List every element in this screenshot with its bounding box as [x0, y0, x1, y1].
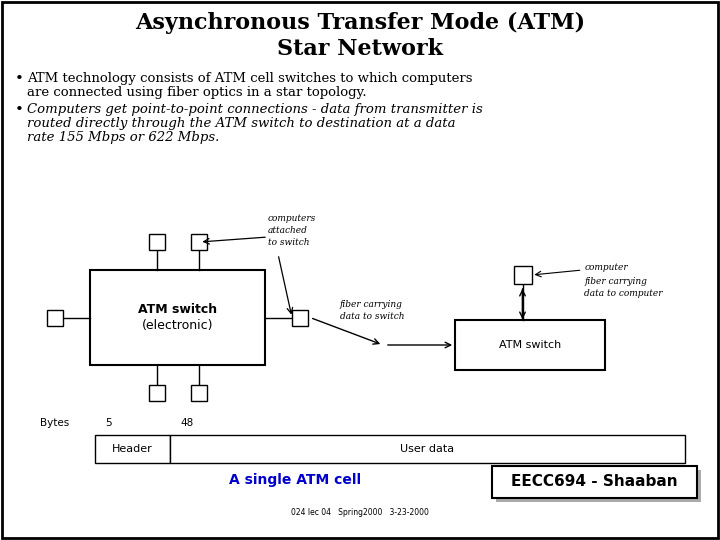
Text: Star Network: Star Network [277, 38, 443, 60]
Text: are connected using fiber optics in a star topology.: are connected using fiber optics in a st… [27, 86, 366, 99]
Text: computer: computer [585, 263, 628, 272]
Text: data to computer: data to computer [585, 289, 663, 298]
Bar [191, 234, 207, 250]
Text: Asynchronous Transfer Mode (ATM): Asynchronous Transfer Mode (ATM) [135, 12, 585, 34]
Text: 024 lec 04   Spring2000   3-23-2000: 024 lec 04 Spring2000 3-23-2000 [291, 508, 429, 517]
Text: •: • [15, 72, 24, 86]
Bar [170, 435, 685, 463]
Text: Computers get point-to-point connections - data from transmitter is: Computers get point-to-point connections… [27, 103, 482, 116]
Text: routed directly through the ATM switch to destination at a data: routed directly through the ATM switch t… [27, 117, 456, 130]
Text: 48: 48 [180, 418, 193, 428]
Bar [513, 266, 531, 284]
Text: ATM switch: ATM switch [499, 340, 561, 350]
Text: Bytes: Bytes [40, 418, 69, 428]
Bar [148, 234, 164, 250]
Text: attached: attached [268, 226, 308, 235]
Bar [90, 270, 265, 365]
Bar [496, 470, 701, 502]
Bar [455, 320, 605, 370]
Text: fiber carrying: fiber carrying [585, 277, 647, 286]
Bar [191, 385, 207, 401]
Text: rate 155 Mbps or 622 Mbps.: rate 155 Mbps or 622 Mbps. [27, 131, 220, 144]
Bar [292, 309, 308, 326]
Text: ATM switch: ATM switch [138, 303, 217, 316]
Bar [47, 309, 63, 326]
Bar [95, 435, 170, 463]
Text: 5: 5 [105, 418, 112, 428]
Text: (electronic): (electronic) [142, 319, 213, 332]
Text: Header: Header [112, 444, 153, 454]
Text: computers: computers [268, 214, 316, 223]
Text: ATM technology consists of ATM cell switches to which computers: ATM technology consists of ATM cell swit… [27, 72, 472, 85]
Text: fiber carrying: fiber carrying [340, 300, 403, 309]
Text: •: • [15, 103, 24, 117]
Text: EECC694 - Shaaban: EECC694 - Shaaban [511, 475, 678, 489]
Text: to switch: to switch [268, 238, 310, 247]
Bar [148, 385, 164, 401]
Text: data to switch: data to switch [340, 312, 405, 321]
Bar [492, 466, 697, 498]
Text: A single ATM cell: A single ATM cell [229, 473, 361, 487]
Text: User data: User data [400, 444, 454, 454]
